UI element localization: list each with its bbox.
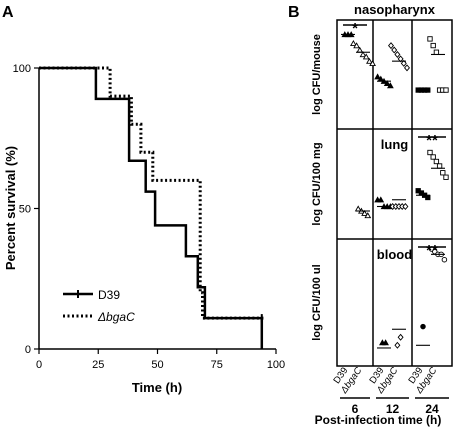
group-label-24h: 24	[425, 402, 439, 416]
data-point	[397, 333, 404, 341]
group-label-12h: 12	[386, 402, 400, 416]
survival-x-tick-label: 50	[151, 359, 163, 371]
data-point	[427, 36, 433, 42]
data-point	[361, 209, 368, 216]
data-point	[430, 42, 436, 49]
data-point	[420, 323, 426, 330]
legend-bgac-label: ΔbgaC	[97, 310, 135, 324]
panel-label-a: A	[2, 4, 14, 21]
data-point	[443, 174, 449, 180]
group-label-6h: 6	[352, 402, 359, 416]
data-point	[430, 154, 436, 160]
data-point	[350, 40, 357, 46]
survival-chart: 0 25 50 75 100 0 50 100 Time (h) Percent surviv…	[3, 63, 285, 395]
site-label-lung: lung	[381, 137, 408, 152]
data-point	[359, 51, 367, 58]
data-point	[433, 49, 440, 55]
site-label-blood: blood	[377, 247, 412, 262]
panel-label-b: B	[288, 4, 300, 21]
data-point	[436, 163, 443, 169]
survival-y-tick-label: 100	[13, 63, 31, 75]
significance-marker: **	[426, 132, 438, 149]
data-point	[383, 80, 391, 87]
data-point	[404, 64, 410, 72]
data-point	[353, 42, 360, 49]
survival-y-tick-label: 50	[19, 204, 31, 216]
significance-marker: *	[352, 20, 358, 37]
data-point	[443, 87, 449, 93]
data-point	[364, 212, 372, 219]
row-y-label: log CFU/100 mg	[311, 142, 323, 225]
survival-x-tick-label: 75	[211, 359, 223, 371]
cfu-x-axis-label: Post-infection time (h)	[315, 413, 442, 427]
significance-marker: **	[426, 242, 438, 259]
survival-x-tick-label: 25	[92, 359, 104, 371]
survival-x-tick-label: 100	[267, 359, 285, 371]
survival-x-tick-label: 0	[36, 359, 42, 371]
survival-y-tick-label: 0	[25, 344, 31, 356]
data-point	[400, 59, 407, 67]
legend-d39-label: D39	[98, 288, 120, 302]
data-point	[356, 46, 364, 53]
data-point	[402, 203, 409, 210]
series-d39-line	[39, 66, 264, 349]
data-point	[441, 256, 448, 263]
survival-y-axis-label: Percent survival (%)	[3, 146, 18, 270]
cfu-frame	[336, 19, 453, 367]
data-point	[425, 194, 431, 201]
site-label-nasopharynx: nasopharynx	[354, 2, 436, 17]
data-point	[382, 339, 389, 346]
survival-x-axis-label: Time (h)	[132, 380, 182, 395]
data-point	[387, 82, 394, 89]
data-point	[391, 46, 398, 54]
data-point	[388, 42, 394, 50]
data-point	[427, 149, 433, 156]
data-point	[362, 53, 370, 60]
series-bgac-line	[39, 66, 265, 320]
data-point	[366, 57, 373, 64]
data-point	[440, 170, 446, 176]
data-point	[433, 158, 440, 165]
data-point	[369, 60, 376, 67]
row-y-label: log CFU/mouse	[311, 34, 323, 115]
data-point	[394, 50, 401, 58]
data-point	[397, 55, 404, 63]
survival-legend: D39 ΔbgaC	[63, 288, 135, 324]
data-point	[374, 73, 381, 80]
row-y-label: log CFU/100 ul	[311, 264, 323, 340]
data-point	[394, 341, 401, 349]
data-point	[377, 196, 385, 203]
